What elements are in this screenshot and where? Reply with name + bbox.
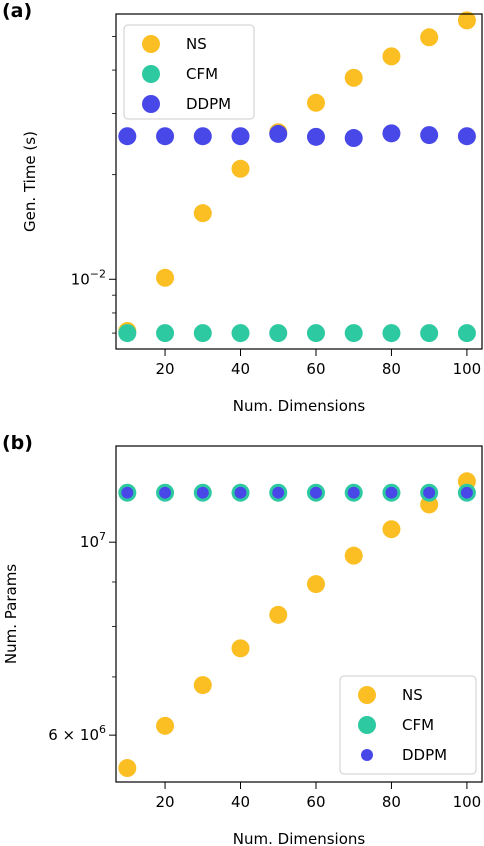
x-tick-label: 80 <box>382 360 401 378</box>
point-ddpm <box>118 127 137 146</box>
point-ddpm <box>309 486 322 499</box>
legend-marker-cfm <box>142 65 160 83</box>
point-ns <box>382 47 401 66</box>
point-ns <box>156 716 175 735</box>
x-tick-label: 80 <box>382 793 401 811</box>
point-ddpm <box>272 486 285 499</box>
point-cfm <box>193 324 212 343</box>
legend-marker-ns <box>358 686 376 704</box>
y-tick-label: 6 × 106 <box>48 723 106 744</box>
point-ns <box>193 204 212 223</box>
point-ns <box>382 520 401 539</box>
x-tick-label: 60 <box>306 360 325 378</box>
point-cfm <box>344 324 363 343</box>
point-ddpm <box>460 486 473 499</box>
panel-b-label: (b) <box>2 432 33 454</box>
legend-label-cfm: CFM <box>402 716 434 734</box>
point-ns <box>344 546 363 565</box>
x-axis-title: Num. Dimensions <box>233 830 366 846</box>
point-cfm <box>420 324 439 343</box>
x-tick-label: 100 <box>453 360 482 378</box>
x-tick-label: 100 <box>453 793 482 811</box>
y-axis-title: Num. Params <box>2 564 20 664</box>
point-ddpm <box>306 127 325 146</box>
point-ddpm <box>344 129 363 148</box>
point-cfm <box>156 324 175 343</box>
point-ns <box>269 605 288 624</box>
plot-frame <box>115 13 483 350</box>
point-ns <box>156 268 175 287</box>
point-ddpm <box>385 486 398 499</box>
point-cfm <box>231 324 250 343</box>
legend-marker-ns <box>142 35 160 53</box>
legend-label-cfm: CFM <box>186 65 218 83</box>
point-ns <box>118 759 137 778</box>
point-ns <box>457 11 476 30</box>
y-axis-title: Gen. Time (s) <box>21 131 39 232</box>
legend-marker-ddpm <box>361 749 373 761</box>
point-ddpm <box>156 127 175 146</box>
plot-frame <box>115 445 483 783</box>
point-ns <box>193 676 212 695</box>
chart-panel-a: 10−2 20 40 60 80 100 Num. Dimensions Gen. Time … <box>21 11 483 415</box>
point-ddpm <box>420 126 439 145</box>
point-ddpm <box>159 486 172 499</box>
legend: NS CFM DDPM <box>123 24 255 120</box>
x-tick-label: 20 <box>156 360 175 378</box>
point-ddpm <box>423 486 436 499</box>
legend-label-ns: NS <box>186 35 207 53</box>
point-ddpm <box>234 486 247 499</box>
legend-label-ddpm: DDPM <box>186 95 231 113</box>
point-cfm <box>306 324 325 343</box>
point-cfm <box>382 324 401 343</box>
point-ns <box>231 159 250 178</box>
point-ddpm <box>231 127 250 146</box>
point-ddpm <box>382 124 401 143</box>
point-ddpm <box>269 124 288 143</box>
legend-label-ns: NS <box>402 686 423 704</box>
legend-marker-ddpm <box>142 95 160 113</box>
panel-a-label: (a) <box>2 0 33 22</box>
point-ns <box>306 575 325 594</box>
point-ddpm <box>121 486 134 499</box>
x-tick-label: 40 <box>231 360 250 378</box>
y-tick-label: 107 <box>80 530 106 551</box>
x-axis-title: Num. Dimensions <box>233 397 366 415</box>
legend-marker-cfm <box>358 716 376 734</box>
point-ddpm <box>193 127 212 146</box>
point-ddpm <box>196 486 209 499</box>
point-ns <box>344 68 363 87</box>
point-cfm <box>269 324 288 343</box>
point-ns <box>420 28 439 47</box>
x-tick-label: 40 <box>231 793 250 811</box>
point-cfm <box>118 324 137 343</box>
legend-label-ddpm: DDPM <box>402 746 447 764</box>
x-tick-label: 20 <box>156 793 175 811</box>
point-ns <box>231 639 250 658</box>
point-ns <box>306 93 325 112</box>
point-ddpm <box>347 486 360 499</box>
point-cfm <box>457 324 476 343</box>
y-tick-label: 10−2 <box>71 267 106 288</box>
legend: NS CFM DDPM <box>339 675 477 775</box>
chart-panel-b: 107 6 × 106 20 40 60 80 100 Num. Dimensions Num.… <box>2 445 483 846</box>
x-tick-label: 60 <box>306 793 325 811</box>
point-ddpm <box>457 127 476 146</box>
